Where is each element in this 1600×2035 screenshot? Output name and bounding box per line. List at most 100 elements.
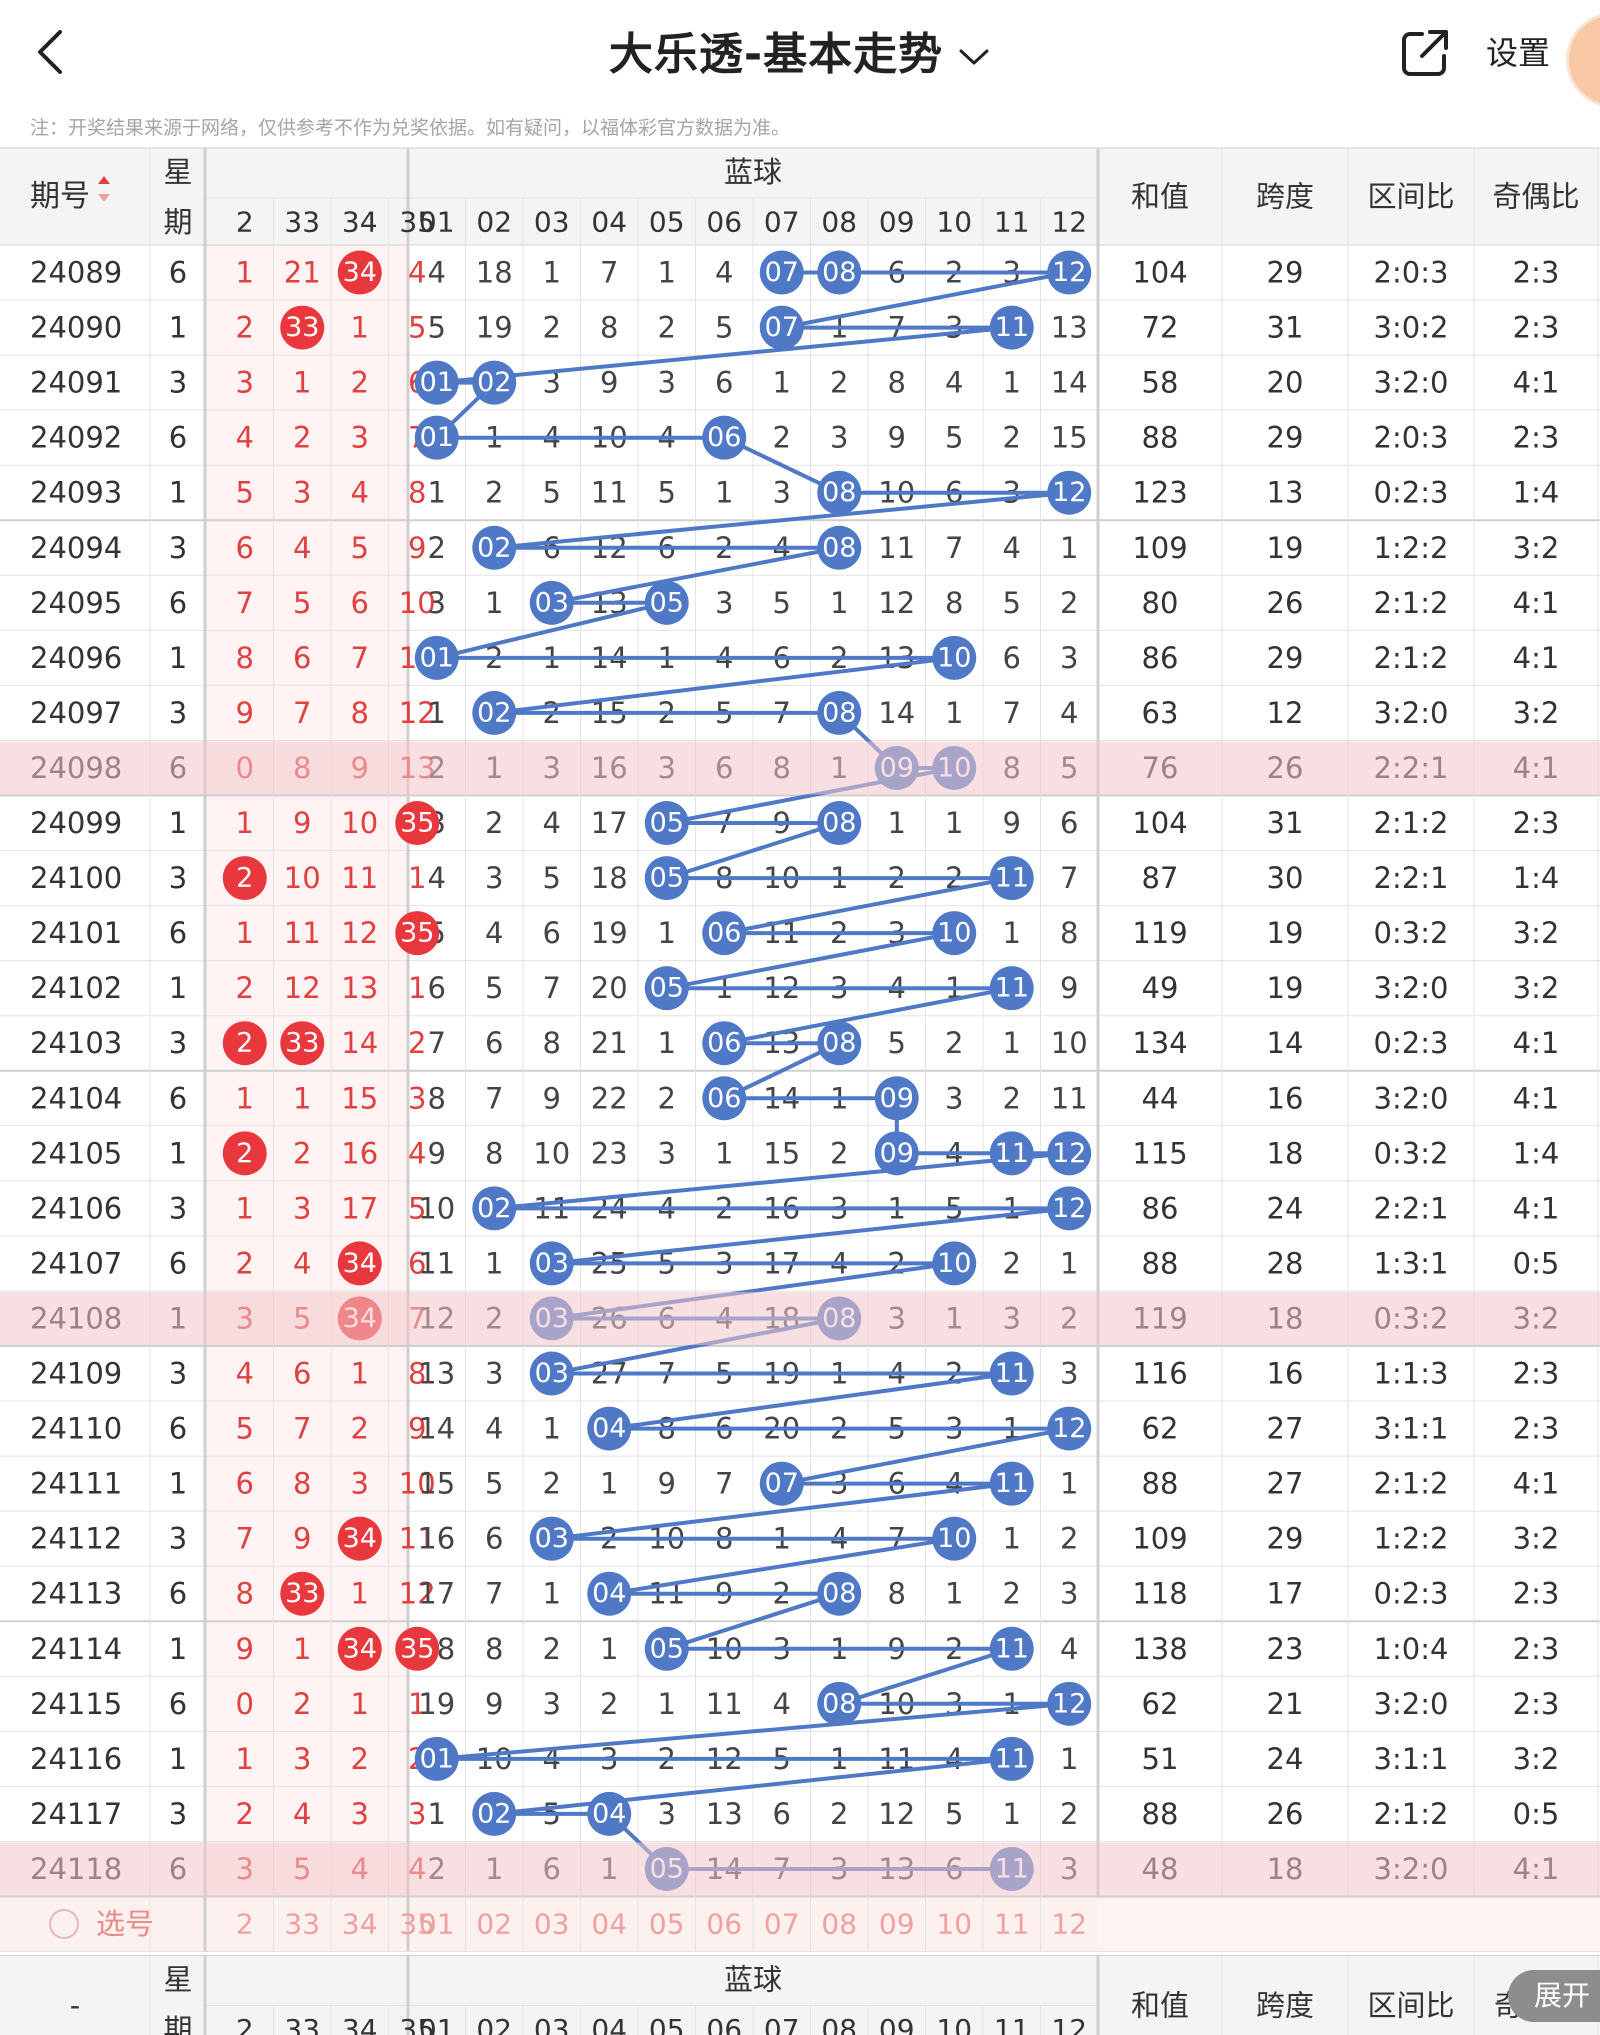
odd-even-cell: 4:1 bbox=[1513, 1026, 1560, 1060]
issue-cell: 24089 bbox=[30, 256, 122, 290]
blue-ball-number: 07 bbox=[765, 1468, 799, 1499]
odd-even-cell: 3:2 bbox=[1513, 971, 1560, 1005]
blue-ball bbox=[932, 635, 977, 680]
span-cell: 17 bbox=[1267, 1577, 1304, 1611]
blue-omit-cell: 9 bbox=[428, 1136, 446, 1170]
footer-blue-header: 11 bbox=[994, 2013, 1030, 2035]
blue-ball-number: 12 bbox=[1052, 1413, 1086, 1444]
blue-omit-cell: 3 bbox=[715, 586, 733, 620]
zone-ratio-cell: 0:3:2 bbox=[1374, 1136, 1449, 1170]
zone-ratio-cell: 3:2:0 bbox=[1374, 1687, 1449, 1721]
blue-ball-number: 12 bbox=[1052, 257, 1086, 288]
blue-omit-cell: 3 bbox=[428, 586, 446, 620]
sum-cell: 116 bbox=[1132, 1357, 1187, 1391]
span-cell: 24 bbox=[1267, 1191, 1304, 1225]
blue-omit-cell: 4 bbox=[428, 861, 446, 895]
blue-omit-cell: 3 bbox=[945, 1081, 963, 1115]
trend-line bbox=[434, 270, 1072, 1871]
span-cell: 29 bbox=[1267, 1522, 1304, 1556]
zone-ratio-cell: 1:2:2 bbox=[1374, 1522, 1449, 1556]
sum-cell: 88 bbox=[1142, 1246, 1179, 1280]
blue-ball bbox=[1047, 1186, 1092, 1231]
blue-omit-cell: 6 bbox=[1060, 806, 1078, 840]
footer-blue-header: 05 bbox=[649, 2013, 685, 2035]
select-blue-number: 06 bbox=[706, 1908, 742, 1941]
blue-ball-number: 03 bbox=[535, 1248, 569, 1279]
red-column-header: 35 bbox=[399, 206, 435, 239]
blue-omit-cell: 1 bbox=[428, 476, 446, 510]
blue-omit-cell: 9 bbox=[485, 1687, 503, 1721]
blue-ball bbox=[817, 801, 862, 846]
footer-blue-header: 03 bbox=[534, 2013, 570, 2035]
blue-omit-cell: 6 bbox=[428, 971, 446, 1005]
odd-even-cell: 1:4 bbox=[1513, 861, 1560, 895]
blue-omit-cell: 7 bbox=[1060, 861, 1078, 895]
blue-ball bbox=[529, 1241, 574, 1286]
highlight-row bbox=[0, 1842, 1600, 1896]
blue-omit-cell: 18 bbox=[476, 256, 513, 290]
red-omit-cell: 10 bbox=[399, 586, 436, 620]
blue-omit-cell: 2 bbox=[428, 531, 446, 565]
blue-omit-cell: 4 bbox=[543, 806, 561, 840]
footer-red-header: 35 bbox=[399, 2013, 435, 2035]
issue-cell: 24105 bbox=[30, 1136, 122, 1170]
red-ball bbox=[337, 250, 382, 295]
blue-omit-cell: 1 bbox=[715, 476, 733, 510]
red-omit-cell: 1 bbox=[236, 806, 254, 840]
blue-ball bbox=[472, 360, 517, 405]
blue-omit-cell: 5 bbox=[945, 421, 963, 455]
page-title[interactable]: 大乐透-基本走势 bbox=[0, 18, 1600, 82]
blue-omit-cell: 1 bbox=[1003, 1797, 1021, 1831]
expand-button[interactable]: 展开 bbox=[1508, 1970, 1600, 2022]
blue-omit-cell: 8 bbox=[543, 1026, 561, 1060]
blue-omit-cell: 5 bbox=[658, 476, 676, 510]
zone-ratio-cell: 3:2:0 bbox=[1374, 1081, 1449, 1115]
blue-column-header: 03 bbox=[534, 206, 570, 239]
issue-cell: 24115 bbox=[30, 1687, 122, 1721]
blue-omit-cell: 5 bbox=[773, 586, 791, 620]
blue-omit-cell: 8 bbox=[485, 1136, 503, 1170]
red-omit-cell: 8 bbox=[236, 1577, 254, 1611]
blue-omit-cell: 1 bbox=[658, 1687, 676, 1721]
issue-cell: 24095 bbox=[30, 586, 122, 620]
blue-omit-cell: 7 bbox=[945, 531, 963, 565]
red-omit-cell: 3 bbox=[351, 1797, 369, 1831]
settings-button[interactable]: 设置 bbox=[1486, 34, 1551, 72]
blue-omit-cell: 1 bbox=[600, 1632, 618, 1666]
blue-ball bbox=[989, 1131, 1034, 1176]
red-omit-cell: 16 bbox=[341, 1136, 378, 1170]
back-arrow-icon[interactable] bbox=[28, 24, 76, 80]
blue-ball bbox=[932, 911, 977, 956]
odd-even-cell: 2:3 bbox=[1513, 1577, 1560, 1611]
red-omit-cell: 1 bbox=[236, 1191, 254, 1225]
odd-even-cell: 3:2 bbox=[1513, 916, 1560, 950]
share-icon[interactable] bbox=[1398, 26, 1452, 80]
select-blue-number: 07 bbox=[764, 1908, 800, 1941]
blue-omit-cell: 19 bbox=[418, 1687, 455, 1721]
blue-omit-cell: 5 bbox=[485, 971, 503, 1005]
blue-omit-cell: 14 bbox=[418, 1412, 455, 1446]
issue-cell: 24107 bbox=[30, 1246, 122, 1280]
blue-omit-cell: 6 bbox=[715, 366, 733, 400]
blue-omit-cell: 8 bbox=[945, 586, 963, 620]
issue-cell: 24103 bbox=[30, 1026, 122, 1060]
week-cell: 1 bbox=[169, 806, 187, 840]
blue-omit-cell: 1 bbox=[945, 1577, 963, 1611]
sum-cell: 88 bbox=[1142, 1467, 1179, 1501]
blue-omit-cell: 3 bbox=[658, 366, 676, 400]
blue-omit-cell: 19 bbox=[476, 311, 513, 345]
zone-ratio-cell: 0:2:3 bbox=[1374, 1026, 1449, 1060]
blue-ball bbox=[702, 1076, 747, 1121]
blue-omit-cell: 20 bbox=[591, 971, 628, 1005]
blue-ball bbox=[989, 1736, 1034, 1781]
blue-omit-cell: 4 bbox=[1003, 531, 1021, 565]
blue-ball bbox=[759, 1461, 804, 1506]
red-omit-cell: 1 bbox=[351, 1357, 369, 1391]
issue-cell: 24106 bbox=[30, 1191, 122, 1225]
zone-ratio-cell: 0:3:2 bbox=[1374, 916, 1449, 950]
blue-column-header: 07 bbox=[764, 206, 800, 239]
red-omit-cell: 5 bbox=[351, 531, 369, 565]
red-omit-cell: 12 bbox=[399, 1577, 436, 1611]
select-blue-number: 10 bbox=[936, 1908, 972, 1941]
blue-ball-number: 04 bbox=[592, 1798, 626, 1829]
